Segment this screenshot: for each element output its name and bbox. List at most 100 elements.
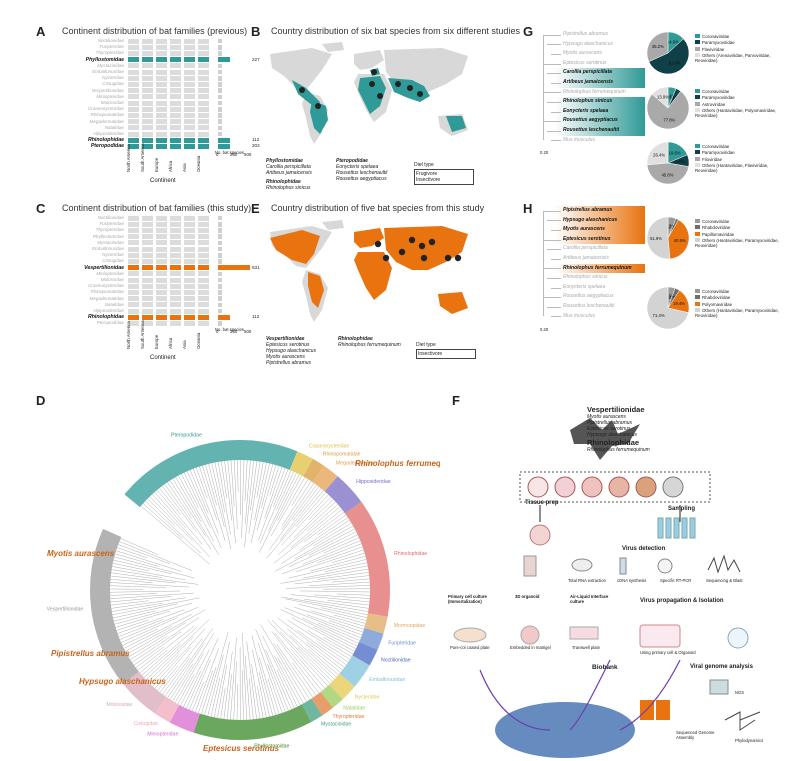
count-tick: 250 bbox=[230, 328, 238, 334]
highlight-species: Rhinolophus ferrumequinum bbox=[355, 459, 440, 468]
tree-branch bbox=[323, 637, 354, 655]
tree-branch bbox=[133, 631, 182, 666]
species-label: Rousettus leschenaultii bbox=[563, 303, 615, 309]
organ-icons bbox=[527, 476, 684, 498]
grid-cell bbox=[142, 228, 153, 233]
tree-branch bbox=[306, 641, 343, 671]
f-species1d: Hypsugo alaschanicus bbox=[587, 432, 638, 438]
pie-slice bbox=[648, 38, 690, 75]
count-bar bbox=[218, 215, 222, 221]
clade-highlight bbox=[555, 97, 645, 107]
tree-branch bbox=[162, 657, 191, 695]
tree-branch bbox=[292, 486, 320, 521]
legend-text: Others (Hantaviridae, Polyomaviridae, Re… bbox=[695, 108, 777, 119]
grid-cell bbox=[128, 314, 139, 320]
tree-branch bbox=[169, 480, 206, 537]
grid-cell bbox=[184, 94, 195, 100]
grid-cell bbox=[170, 290, 181, 295]
tree-branch bbox=[208, 463, 225, 527]
tree-branch bbox=[281, 494, 329, 546]
family-label: Molossidae bbox=[100, 100, 124, 105]
tree-branch bbox=[120, 538, 159, 555]
count-bar bbox=[218, 63, 222, 69]
tree-branch bbox=[331, 578, 370, 583]
diet-insectivore: Insectivore bbox=[416, 177, 441, 183]
family-arc bbox=[311, 692, 333, 716]
family-arc bbox=[303, 458, 325, 483]
grid-cell bbox=[170, 246, 181, 252]
grid-cell bbox=[184, 321, 195, 326]
pie-label: 19.4% bbox=[673, 301, 685, 306]
tree-branch bbox=[159, 637, 203, 693]
tree-branch bbox=[547, 102, 561, 103]
pie-label: 71.4% bbox=[653, 313, 665, 318]
tree-branch bbox=[296, 549, 364, 572]
grid-cell bbox=[170, 296, 181, 302]
panel-title-a: Continent distribution of bat families (… bbox=[62, 26, 248, 36]
panel-label-b: B bbox=[251, 24, 261, 39]
grid-cell bbox=[170, 125, 181, 131]
grid-cell bbox=[198, 228, 209, 233]
tree-branch bbox=[543, 121, 561, 123]
grid-cell bbox=[156, 277, 167, 283]
continent-tick: Africa bbox=[168, 160, 173, 172]
f-species1c: Eptesicus serotinus bbox=[587, 426, 631, 432]
count-bar bbox=[218, 253, 222, 258]
family-label: Pteropodidae bbox=[96, 320, 124, 326]
family-label: Vespertilionidae bbox=[84, 264, 124, 271]
pie-label: 45.8% bbox=[662, 173, 674, 178]
legend-species-b2b: Rousettus leschenaultii bbox=[336, 170, 388, 176]
grid-cell bbox=[198, 88, 209, 94]
pie-slice bbox=[646, 286, 689, 330]
family-label: Furipteridae bbox=[99, 221, 124, 227]
tree-branch bbox=[287, 619, 350, 660]
tree-branch bbox=[110, 600, 149, 606]
grid-cell bbox=[142, 252, 153, 258]
tree-branch bbox=[281, 481, 312, 527]
legend-species-e1c: Myotis aurascens bbox=[266, 354, 305, 360]
tree-branch bbox=[547, 44, 561, 46]
family-label: Rhinopomatidae bbox=[90, 289, 124, 295]
tree-branch bbox=[205, 464, 217, 506]
pie-legend-item: Paramyxoviridae bbox=[695, 40, 785, 45]
tree-branch bbox=[336, 593, 370, 596]
tree-branch bbox=[115, 610, 171, 628]
tree-branch bbox=[313, 594, 370, 599]
grid-cell bbox=[184, 125, 195, 131]
pie-legend-item: Filoviridae bbox=[695, 156, 785, 162]
tree-branch bbox=[112, 563, 150, 572]
tree-branch bbox=[295, 492, 327, 528]
species-label: Hypsugo alaschanicus bbox=[563, 216, 618, 223]
tree-branch bbox=[187, 471, 222, 549]
tree-branch bbox=[287, 628, 341, 673]
family-arc bbox=[324, 476, 362, 514]
tree-branch bbox=[131, 617, 200, 663]
pie-chart: 6.3%2.1% 40.5% 51.9% bbox=[646, 216, 690, 260]
legend-family-e2: Rhinolophidae bbox=[338, 336, 373, 342]
grid-cell bbox=[156, 38, 167, 44]
grid-cell bbox=[128, 246, 139, 252]
pie-legend-item: Rhabdoviridae bbox=[695, 295, 785, 300]
grid-cell bbox=[128, 113, 139, 118]
pie-label: 2.1% bbox=[669, 225, 679, 230]
count-bar bbox=[218, 88, 222, 93]
tree-branch bbox=[122, 628, 158, 646]
grid-cell bbox=[184, 302, 195, 308]
tree-branch bbox=[313, 522, 352, 546]
grid-cell bbox=[128, 215, 139, 221]
grid-cell bbox=[198, 277, 209, 283]
family-label: Mystacinidae bbox=[97, 239, 124, 245]
tree-branch bbox=[125, 626, 173, 652]
grid-cell bbox=[198, 283, 209, 289]
tree-branch bbox=[298, 603, 367, 621]
family-label: Megadermatidae bbox=[89, 118, 124, 124]
grid-cell bbox=[142, 296, 153, 302]
grid-cell bbox=[128, 88, 139, 94]
grid-cell bbox=[170, 221, 181, 227]
family-label: Mystacinidae bbox=[97, 62, 124, 68]
continent-tick: Europe bbox=[154, 157, 159, 172]
tree-branch bbox=[244, 655, 251, 720]
grid-cell bbox=[156, 100, 167, 106]
clade-highlight bbox=[555, 225, 645, 235]
tree-branch bbox=[256, 462, 264, 498]
